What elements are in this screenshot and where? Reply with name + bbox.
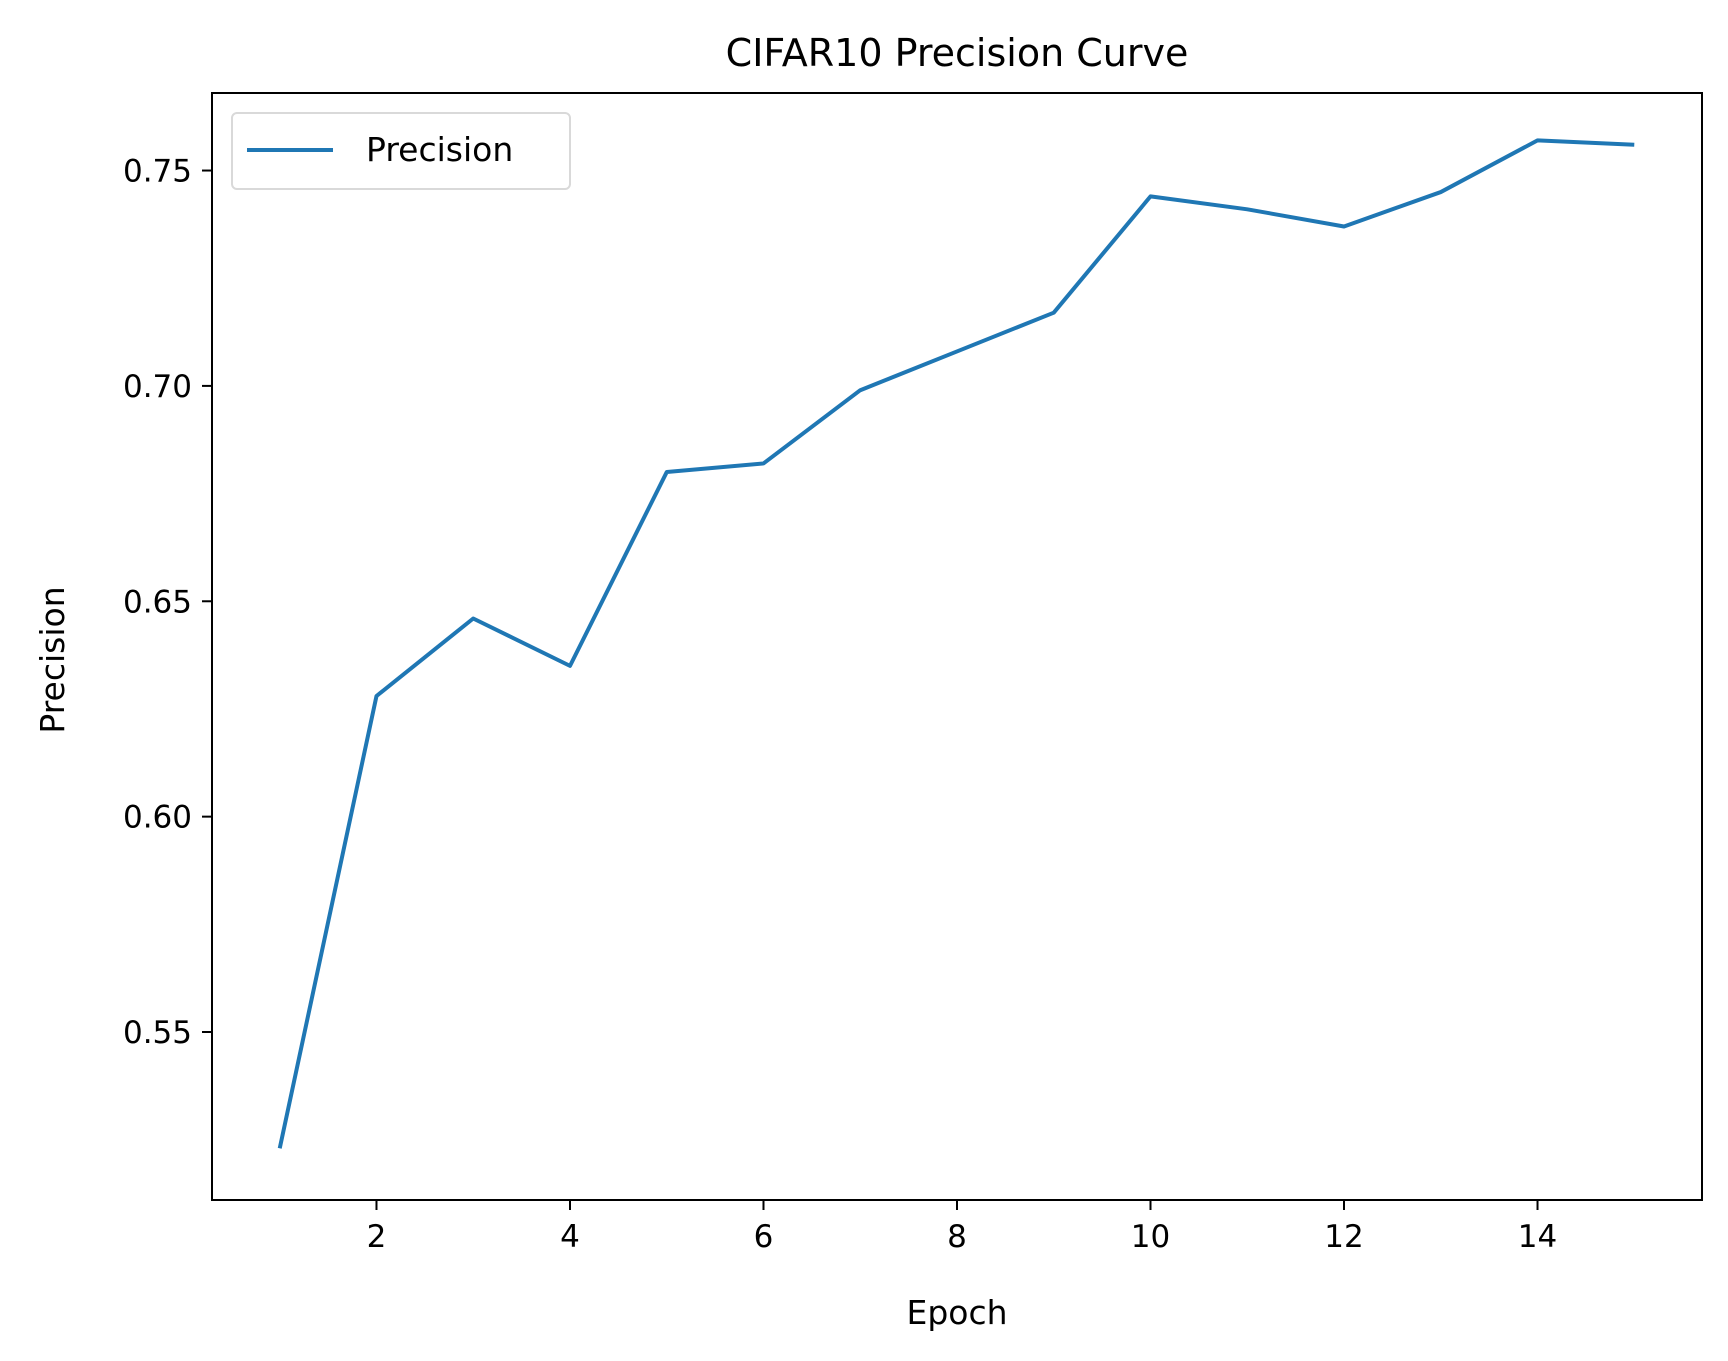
y-tick-label: 0.70: [123, 369, 192, 405]
legend: Precision: [231, 112, 571, 190]
legend-frame: [231, 112, 571, 190]
x-tick-label: 10: [1131, 1219, 1170, 1255]
chart-title: CIFAR10 Precision Curve: [726, 31, 1189, 75]
legend-label-precision: Precision: [366, 130, 513, 169]
x-tick-label: 4: [560, 1219, 580, 1255]
plot-frame: [211, 92, 1703, 1201]
y-tick-label: 0.60: [123, 800, 192, 836]
plot-area: [277, 138, 1635, 1149]
series-line-precision: [277, 138, 1635, 1149]
y-tick-label: 0.55: [123, 1015, 192, 1051]
y-axis-label: Precision: [33, 586, 72, 733]
y-tick-label: 0.75: [123, 154, 192, 190]
x-tick-label: 12: [1324, 1219, 1363, 1255]
x-tick-label: 6: [754, 1219, 774, 1255]
y-axis: 0.55 0.60 0.65 0.70 0.75: [123, 154, 212, 1051]
x-tick-label: 8: [947, 1219, 967, 1255]
x-axis-label: Epoch: [906, 1293, 1007, 1332]
x-tick-label: 14: [1518, 1219, 1557, 1255]
x-tick-label: 2: [367, 1219, 387, 1255]
y-tick-label: 0.65: [123, 584, 192, 620]
x-axis: 2 4 6 8 10 12 14: [367, 1200, 1557, 1255]
